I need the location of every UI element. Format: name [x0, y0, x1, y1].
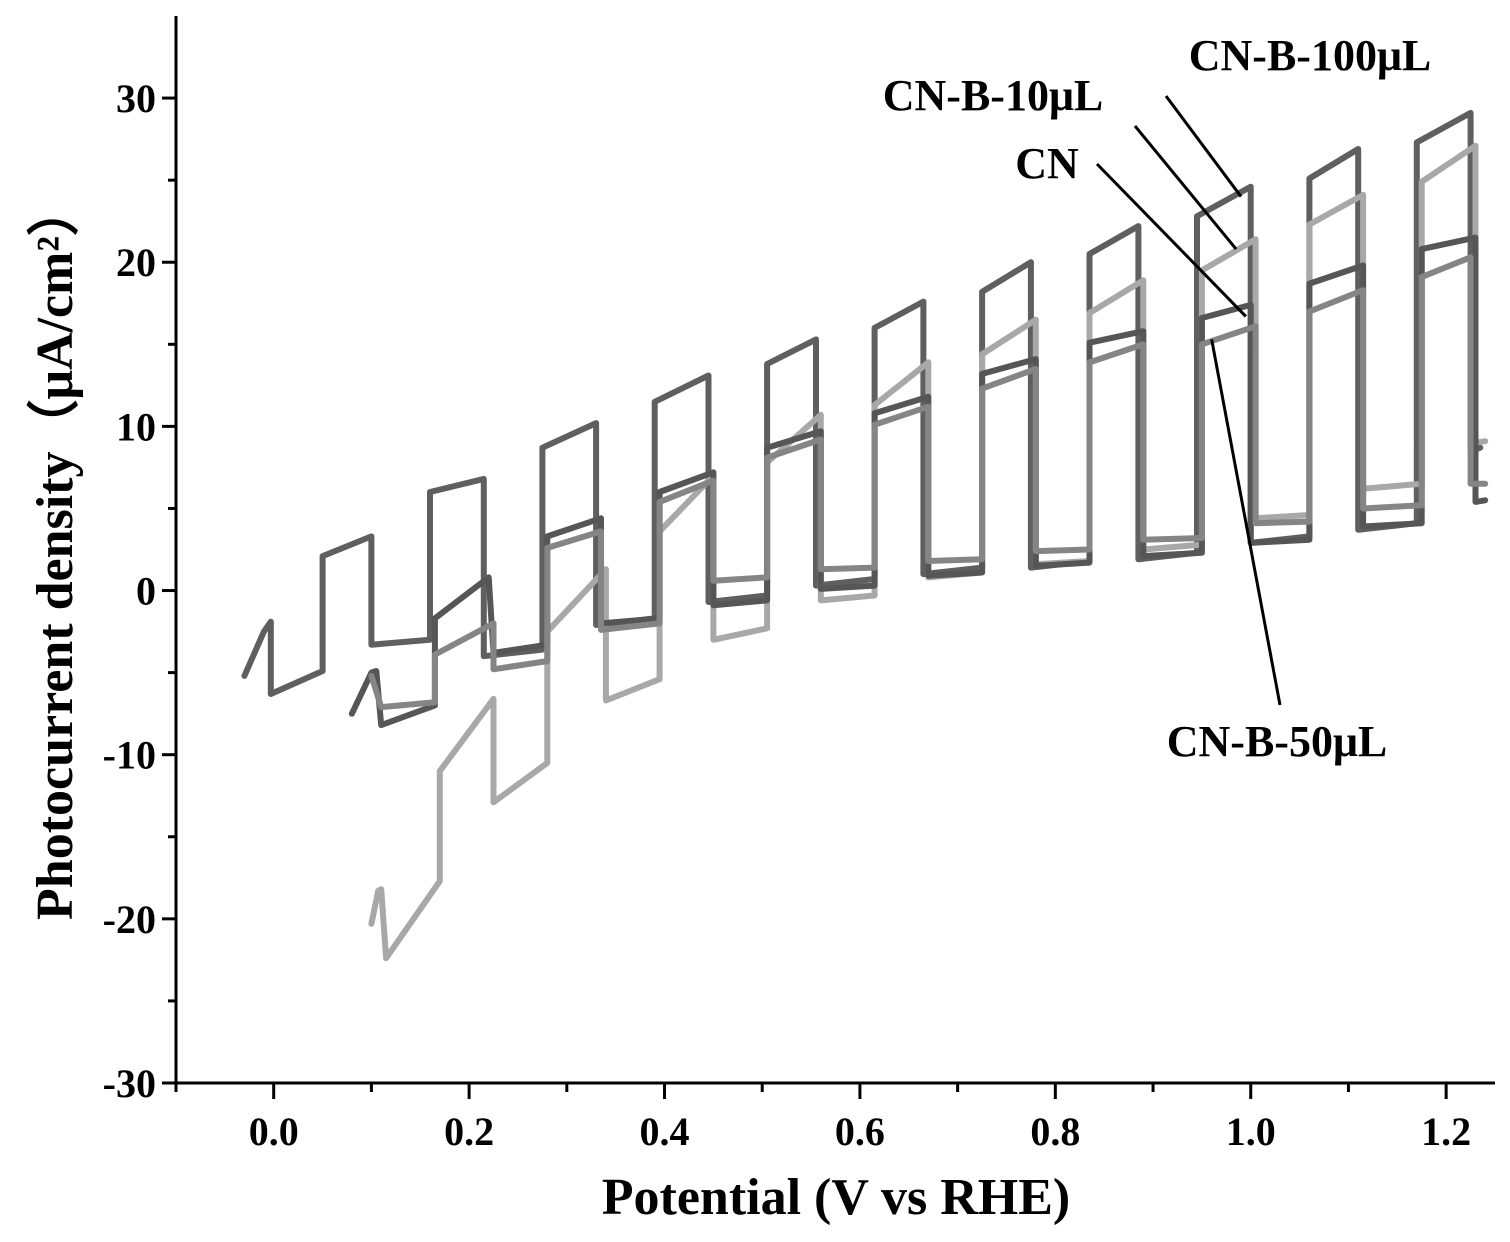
x-tick-label: 0.0 [249, 1109, 299, 1154]
y-tick-label: -20 [103, 897, 156, 942]
y-tick-label: 0 [136, 569, 156, 614]
series-line-cn-b-100-l [244, 113, 1480, 694]
series-label-cn-b-50-l: CN-B-50μL [1167, 717, 1388, 766]
series-label-cn: CN [1015, 139, 1079, 188]
y-tick-label: -30 [103, 1061, 156, 1106]
axes: -30 -20 -10 0 10 20 30 0.0 0.2 0.4 0.6 0.8 1.0 1.2 [103, 16, 1495, 1154]
series-lines [244, 113, 1485, 958]
series-label-cn-b-10-l: CN-B-10μL [883, 71, 1104, 120]
series-label-cn-b-100-l: CN-B-100μL [1189, 31, 1432, 80]
photocurrent-chart: -30 -20 -10 0 10 20 30 0.0 0.2 0.4 0.6 0.8 1.0 1.2 CN… [0, 0, 1510, 1237]
y-axis-title: Photocurrent density（μA/cm²） [26, 184, 84, 920]
x-tick-label: 1.0 [1226, 1109, 1276, 1154]
x-tick-label: 0.6 [835, 1109, 885, 1154]
x-tick-label: 1.2 [1421, 1109, 1471, 1154]
x-tick-label: 0.8 [1030, 1109, 1080, 1154]
leader-line-cn-b-100-l [1166, 96, 1241, 197]
y-tick-label: 10 [116, 404, 156, 449]
y-tick-label: -10 [103, 733, 156, 778]
series-annotations: CN-B-100μL CN-B-10μL CN CN-B-50μL [883, 31, 1432, 766]
leader-line-cn-b-10-l [1135, 126, 1236, 249]
y-tick-label: 20 [116, 240, 156, 285]
chart-figure: -30 -20 -10 0 10 20 30 0.0 0.2 0.4 0.6 0.8 1.0 1.2 CN… [0, 0, 1510, 1237]
x-tick-label: 0.4 [640, 1109, 690, 1154]
y-tick-label: 30 [116, 76, 156, 121]
x-axis-title: Potential (V vs RHE) [602, 1169, 1070, 1226]
x-tick-label: 0.2 [444, 1109, 494, 1154]
series-line-cn-b-50-l [371, 257, 1485, 707]
